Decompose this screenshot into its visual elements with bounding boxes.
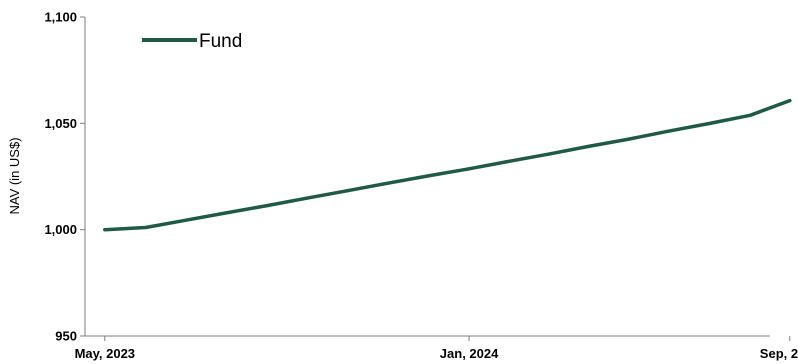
data-point — [707, 122, 711, 126]
data-point — [627, 137, 631, 141]
data-point — [183, 218, 187, 222]
y-tick-label: 1,000 — [44, 222, 77, 237]
y-axis-title: NAV (in US$) — [7, 137, 22, 214]
y-axis-ticks: 950 1,000 1,050 1,100 — [44, 10, 85, 344]
data-point — [346, 189, 350, 193]
data-point — [467, 167, 471, 171]
data-point — [426, 174, 430, 178]
series-layer — [103, 98, 792, 232]
data-point — [788, 99, 792, 103]
data-point — [666, 129, 670, 133]
data-point — [505, 160, 509, 164]
legend-label-fund: Fund — [199, 31, 242, 52]
x-tick-label: May, 2023 — [75, 346, 135, 361]
data-point — [224, 211, 228, 215]
x-axis-ticks: May, 2023 Jan, 2024 Sep, 2024 — [75, 336, 798, 361]
data-point — [586, 145, 590, 149]
data-point — [748, 113, 752, 117]
data-point — [546, 152, 550, 156]
data-point — [305, 196, 309, 200]
legend: Fund — [142, 31, 242, 52]
y-tick-label: 1,100 — [44, 10, 77, 25]
x-tick-label: Sep, 2024 — [760, 346, 798, 361]
data-point — [265, 204, 269, 208]
data-point — [144, 226, 148, 230]
series-line-fund — [103, 98, 792, 232]
data-point — [103, 228, 107, 232]
y-tick-label: 1,050 — [44, 116, 77, 131]
x-tick-label: Jan, 2024 — [440, 346, 499, 361]
y-tick-label: 950 — [55, 329, 77, 344]
data-point — [385, 181, 389, 185]
